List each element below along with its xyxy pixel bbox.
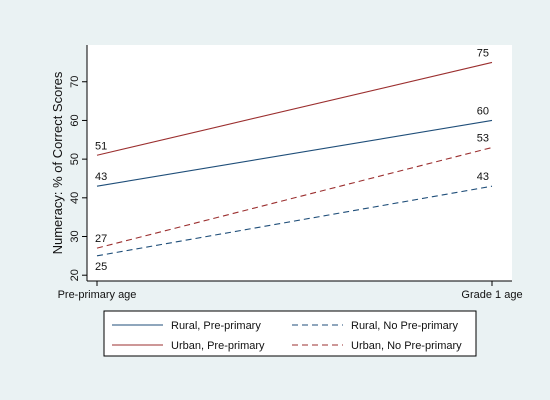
data-label: 60 — [477, 105, 489, 117]
y-tick-label: 70 — [69, 76, 81, 88]
data-label: 75 — [477, 47, 489, 59]
data-label: 27 — [95, 233, 107, 245]
data-label: 51 — [95, 140, 107, 152]
data-label: 25 — [95, 261, 107, 273]
series-line-3 — [96, 185, 493, 257]
y-tick-label: 60 — [69, 114, 81, 126]
legend-label: Rural, No Pre-primary — [351, 320, 458, 332]
data-label: 43 — [477, 171, 489, 183]
y-tick-label: 50 — [69, 153, 81, 165]
y-tick-label: 40 — [69, 192, 81, 204]
legend-box — [103, 310, 477, 357]
series-line-2 — [96, 61, 493, 156]
plot-area — [87, 45, 512, 281]
y-tick-label: 30 — [69, 230, 81, 242]
legend-label: Urban, Pre-primary — [171, 340, 265, 352]
legend: Rural, Pre-primary Rural, No Pre-primary U… — [103, 310, 477, 357]
legend-label: Rural, Pre-primary — [171, 320, 261, 332]
axes: 20 30 40 50 60 70 Pre-primary age Grade 1 age — [58, 45, 523, 301]
legend-label: Urban, No Pre-primary — [351, 340, 462, 352]
y-axis-title: Numeracy: % of Correct Scores — [50, 71, 65, 254]
data-label: 53 — [477, 133, 489, 145]
series-line-1 — [96, 119, 493, 187]
x-tick-label: Grade 1 age — [461, 289, 522, 301]
series-line-4 — [96, 146, 493, 249]
x-tick-label: Pre-primary age — [58, 289, 137, 301]
y-tick-label: 20 — [69, 269, 81, 281]
series-layer — [96, 61, 493, 257]
data-label: 43 — [95, 171, 107, 183]
data-labels: 43 60 51 75 25 43 27 53 — [95, 47, 489, 272]
